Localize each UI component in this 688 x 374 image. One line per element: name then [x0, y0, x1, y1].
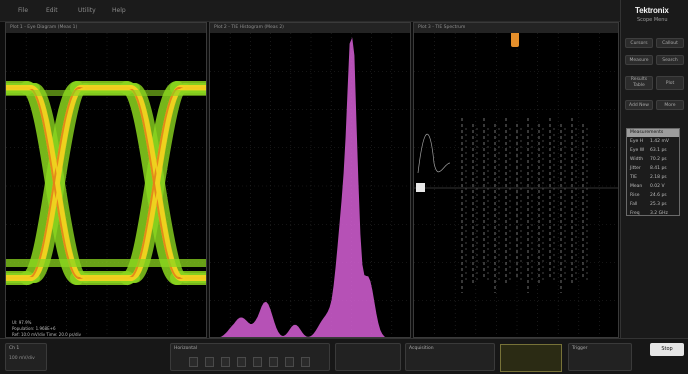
eye-legend-scale: Ref: 10.0 mV/div Time: 20.0 ps/div — [12, 332, 81, 337]
results-row: Eye W 63.1 ps — [627, 146, 679, 155]
horizontal-chip-6[interactable] — [269, 357, 278, 367]
more-button[interactable]: More — [656, 100, 684, 110]
level-marker — [416, 183, 425, 192]
results-row-value: 63.1 ps — [650, 148, 667, 153]
results-row-label: Rise — [630, 193, 640, 198]
horizontal-chip-1[interactable] — [189, 357, 198, 367]
results-row: Eye H 1.42 mV — [627, 137, 679, 146]
results-row-value: 3.2 GHz — [650, 211, 668, 216]
results-row-label: Mean — [630, 184, 643, 189]
results-row-label: Width — [630, 157, 644, 162]
spectrum-traces — [417, 118, 588, 293]
results-row-label: Eye H — [630, 139, 644, 144]
menu-edit[interactable]: Edit — [46, 7, 58, 14]
eye-diagram-panel[interactable]: Plot 1 - Eye Diagram (Meas 1) UI: 97.9% … — [5, 22, 207, 338]
menu-file[interactable]: File — [18, 7, 29, 14]
horizontal-chip-2[interactable] — [205, 357, 214, 367]
brand-logo: Tektronix — [635, 6, 669, 15]
callout-button[interactable]: Callout — [656, 38, 684, 48]
histogram-plot — [210, 33, 410, 337]
channel-1-badge[interactable]: Ch 1 100 mV/div — [5, 343, 47, 371]
spectrum-panel[interactable]: Plot 3 - TIE Spectrum — [413, 22, 619, 338]
results-row: Jitter 8.41 ps — [627, 164, 679, 173]
horizontal-chip-4[interactable] — [237, 357, 246, 367]
spectrum-plot — [414, 25, 618, 337]
results-row: Mean 0.02 V — [627, 182, 679, 191]
hist-grid — [210, 33, 410, 337]
horizontal-chip-3[interactable] — [221, 357, 230, 367]
results-row-label: Fall — [630, 202, 638, 207]
eye-legend-population: Population: 1.968E+6 — [12, 326, 56, 331]
acquisition-group[interactable]: Acquisition — [405, 343, 495, 371]
trigger-group[interactable]: Trigger — [568, 343, 632, 371]
results-row: TIE 2.18 ps — [627, 173, 679, 182]
cursors-button[interactable]: Cursors — [625, 38, 653, 48]
eye-traces — [6, 81, 206, 285]
results-row-value: 0.02 V — [650, 184, 665, 189]
results-row-value: 24.6 ps — [650, 193, 667, 198]
results-row-value: 25.3 ps — [650, 202, 667, 207]
bottom-bar: Ch 1 100 mV/div Horizontal Acquisition T… — [0, 338, 688, 374]
results-row-label: Jitter — [630, 166, 641, 171]
results-row: Fall 25.3 ps — [627, 200, 679, 209]
add-new-button[interactable]: Add New — [625, 100, 653, 110]
search-button[interactable]: Search — [656, 55, 684, 65]
horizontal-title: Horizontal — [174, 346, 197, 351]
measure-button[interactable]: Measure — [625, 55, 653, 65]
results-row-value: 2.18 ps — [650, 175, 667, 180]
results-row-value: 8.41 ps — [650, 166, 667, 171]
results-row-label: Eye W — [630, 148, 645, 153]
timebase-readout[interactable] — [335, 343, 401, 371]
histogram-bars — [220, 37, 386, 337]
results-row-label: TIE — [630, 175, 637, 180]
active-trigger-badge[interactable] — [500, 344, 562, 372]
hist-panel-title: Plot 2 - TIE Histogram (Meas 2) — [210, 23, 410, 33]
results-row: Freq 3.2 GHz — [627, 209, 679, 218]
plot-button[interactable]: Plot — [656, 76, 684, 90]
results-row: Rise 24.6 ps — [627, 191, 679, 200]
results-row-value: 70.2 ps — [650, 157, 667, 162]
menu-bar: File Edit Utility Help — [0, 0, 620, 22]
eye-panel-title: Plot 1 - Eye Diagram (Meas 1) — [6, 23, 206, 33]
horizontal-chip-7[interactable] — [285, 357, 294, 367]
channel-1-scale: 100 mV/div — [9, 356, 35, 361]
eye-grid — [6, 33, 206, 337]
menu-utility[interactable]: Utility — [78, 7, 96, 14]
menu-help[interactable]: Help — [112, 7, 126, 14]
eye-legend: UI: 97.9% Population: 1.968E+6 Ref: 10.0… — [12, 320, 81, 337]
horizontal-chip-5[interactable] — [253, 357, 262, 367]
results-table-title: Measurements — [627, 129, 679, 137]
eye-legend-ui: UI: 97.9% — [12, 320, 32, 325]
channel-1-label: Ch 1 — [9, 346, 20, 351]
spectrum-panel-title: Plot 3 - TIE Spectrum — [414, 23, 618, 33]
stop-button[interactable]: Stop — [650, 343, 684, 356]
eye-diagram-plot — [6, 33, 206, 337]
brand-model: Scope Menu — [637, 17, 668, 23]
horizontal-chip-8[interactable] — [301, 357, 310, 367]
results-row-label: Freq — [630, 211, 640, 216]
spectrum-grid — [414, 33, 618, 337]
results-row: Width 70.2 ps — [627, 155, 679, 164]
acquisition-title: Acquisition — [409, 346, 434, 351]
horizontal-group[interactable]: Horizontal — [170, 343, 330, 371]
results-row-value: 1.42 mV — [650, 139, 669, 144]
results-table[interactable]: Measurements Eye H 1.42 mV Eye W 63.1 ps Wid… — [626, 128, 680, 216]
results-table-button[interactable]: Results Table — [625, 76, 653, 90]
trigger-title: Trigger — [572, 346, 588, 351]
histogram-panel[interactable]: Plot 2 - TIE Histogram (Meas 2) — [209, 22, 411, 338]
